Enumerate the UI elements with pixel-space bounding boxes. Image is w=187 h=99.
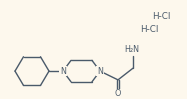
Text: N: N	[60, 67, 66, 76]
Text: H-Cl: H-Cl	[140, 25, 158, 34]
Text: H-Cl: H-Cl	[152, 12, 170, 21]
Text: H₂N: H₂N	[125, 45, 140, 54]
Text: O: O	[115, 89, 121, 99]
Text: N: N	[97, 67, 103, 76]
